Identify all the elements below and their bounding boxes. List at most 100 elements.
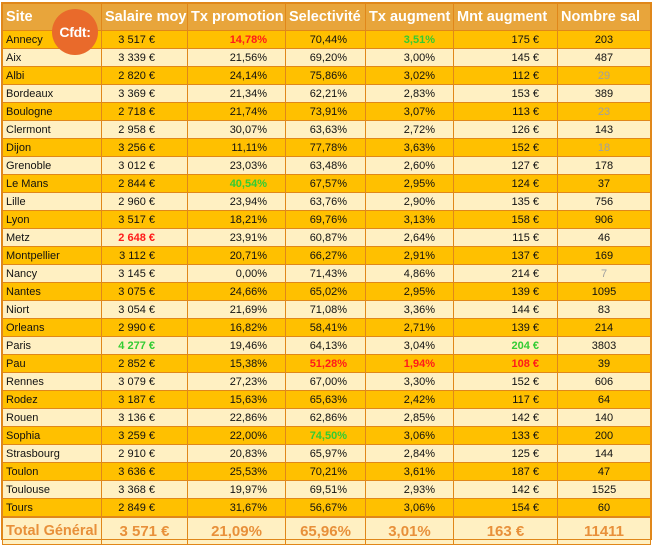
cell-salaire-moy: 3 517 € — [101, 210, 188, 229]
cell-mnt-augment: 125 € — [453, 444, 558, 463]
cell-salaire-moy: 3 339 € — [101, 48, 188, 67]
cell-tx-promotion: 11,11% — [187, 138, 286, 157]
cell-nombre-sal: 29 — [557, 66, 651, 85]
cell-salaire-moy: 3 259 € — [101, 426, 188, 445]
cell-selectivite: 69,51% — [285, 480, 366, 499]
cell-mnt-augment: 145 € — [453, 48, 558, 67]
cell-salaire-moy: 2 958 € — [101, 120, 188, 139]
cell-salaire-moy: 3 187 € — [101, 390, 188, 409]
table-row: Paris 4 277 €19,46% 64,13% 3,04% 204 €3803 — [2, 336, 651, 355]
cell-site: Dijon — [2, 138, 102, 157]
cell-mnt-augment: 135 € — [453, 192, 558, 211]
table-row: Orleans 2 990 €16,82% 58,41% 2,71% 139 €214 — [2, 318, 651, 337]
cell-site: Niort — [2, 300, 102, 319]
table-row: Sophia 3 259 €22,00% 74,50% 3,06% 133 €200 — [2, 426, 651, 445]
cell-site: Orleans — [2, 318, 102, 337]
cell-nombre-sal: 47 — [557, 462, 651, 481]
cell-selectivite: 67,57% — [285, 174, 366, 193]
table-row: Toulouse 3 368 €19,97% 69,51% 2,93% 142 €152… — [2, 480, 651, 499]
cell-tx-promotion: 23,94% — [187, 192, 286, 211]
cell-salaire-moy: 2 849 € — [101, 498, 188, 518]
cell-selectivite: 62,86% — [285, 408, 366, 427]
cell-salaire-moy: 2 820 € — [101, 66, 188, 85]
cell-salaire-moy: 3 256 € — [101, 138, 188, 157]
header-row: Site Salaire moy Tx promotion Selectivité Tx… — [2, 3, 651, 31]
cell-tx-augment: 3,13% — [365, 210, 454, 229]
cell-tx-promotion: 30,07% — [187, 120, 286, 139]
cell-mnt-augment: 175 € — [453, 30, 558, 49]
cell-tx-promotion: 19,97% — [187, 480, 286, 499]
cell-salaire-moy: 3 112 € — [101, 246, 188, 265]
cell-selectivite: 70,21% — [285, 462, 366, 481]
table-row: Toulon 3 636 €25,53% 70,21% 3,61% 187 €47 — [2, 462, 651, 481]
cell-site: Grenoble — [2, 156, 102, 175]
cell-nombre-sal: 7 — [557, 264, 651, 283]
cell-salaire-moy: 3 636 € — [101, 462, 188, 481]
cell-salaire-moy: 4 277 € — [101, 336, 188, 355]
header-tx-promotion: Tx promotion — [187, 3, 286, 31]
table-row: Rouen 3 136 €22,86% 62,86% 2,85% 142 €140 — [2, 408, 651, 427]
cell-selectivite: 60,87% — [285, 228, 366, 247]
table-row: Nantes 3 075 €24,66% 65,02% 2,95% 139 €1095 — [2, 282, 651, 301]
cell-tx-augment: 3,02% — [365, 66, 454, 85]
cell-site: Strasbourg — [2, 444, 102, 463]
cell-tx-promotion: 21,74% — [187, 102, 286, 121]
cell-salaire-moy: 2 990 € — [101, 318, 188, 337]
cell-salaire-moy: 2 844 € — [101, 174, 188, 193]
cell-tx-promotion: 16,82% — [187, 318, 286, 337]
cell-tx-augment: 3,63% — [365, 138, 454, 157]
cell-tx-augment: 3,04% — [365, 336, 454, 355]
cell-tx-promotion: 21,34% — [187, 84, 286, 103]
cell-nombre-sal: 37 — [557, 174, 651, 193]
cell-tx-augment: 2,42% — [365, 390, 454, 409]
table-row: Aix 3 339 €21,56% 69,20% 3,00% 145 €487 — [2, 48, 651, 67]
cfdt-logo: Cfdt: — [52, 9, 98, 55]
cell-tx-promotion: 31,67% — [187, 498, 286, 518]
cell-tx-augment: 3,06% — [365, 498, 454, 518]
table-row: Pau 2 852 €15,38% 51,28% 1,94% 108 €39 — [2, 354, 651, 373]
cell-salaire-moy: 2 960 € — [101, 192, 188, 211]
cell-site: Albi — [2, 66, 102, 85]
cell-mnt-augment: 214 € — [453, 264, 558, 283]
cell-tx-augment: 2,83% — [365, 84, 454, 103]
cell-tx-augment: 3,00% — [365, 48, 454, 67]
total-mnt-augment: 163 € — [453, 516, 558, 545]
cell-mnt-augment: 108 € — [453, 354, 558, 373]
cell-mnt-augment: 126 € — [453, 120, 558, 139]
cell-tx-promotion: 40,54% — [187, 174, 286, 193]
header-tx-augment: Tx augment — [365, 3, 454, 31]
cell-mnt-augment: 187 € — [453, 462, 558, 481]
table-row: Lyon 3 517 €18,21% 69,76% 3,13% 158 €906 — [2, 210, 651, 229]
total-tx-augment: 3,01% — [365, 516, 454, 545]
cell-salaire-moy: 3 368 € — [101, 480, 188, 499]
cell-salaire-moy: 2 648 € — [101, 228, 188, 247]
cell-nombre-sal: 60 — [557, 498, 651, 518]
total-salaire: 3 571 € — [101, 516, 188, 545]
cell-site: Tours — [2, 498, 102, 518]
cell-site: Clermont — [2, 120, 102, 139]
cell-mnt-augment: 154 € — [453, 498, 558, 518]
table-row: Tours 2 849 €31,67% 56,67% 3,06% 154 €60 — [2, 498, 651, 518]
cell-mnt-augment: 152 € — [453, 138, 558, 157]
cell-site: Lille — [2, 192, 102, 211]
cell-tx-augment: 3,36% — [365, 300, 454, 319]
cell-site: Boulogne — [2, 102, 102, 121]
cell-tx-promotion: 14,78% — [187, 30, 286, 49]
cell-tx-promotion: 0,00% — [187, 264, 286, 283]
cell-tx-augment: 2,84% — [365, 444, 454, 463]
cell-nombre-sal: 23 — [557, 102, 651, 121]
cell-mnt-augment: 144 € — [453, 300, 558, 319]
cell-site: Le Mans — [2, 174, 102, 193]
cell-nombre-sal: 178 — [557, 156, 651, 175]
cell-nombre-sal: 144 — [557, 444, 651, 463]
header-mnt-augment: Mnt augment — [453, 3, 558, 31]
cell-nombre-sal: 906 — [557, 210, 651, 229]
cell-selectivite: 63,76% — [285, 192, 366, 211]
cell-nombre-sal: 3803 — [557, 336, 651, 355]
cell-site: Lyon — [2, 210, 102, 229]
cell-site: Rennes — [2, 372, 102, 391]
cell-nombre-sal: 203 — [557, 30, 651, 49]
cell-mnt-augment: 139 € — [453, 282, 558, 301]
cell-nombre-sal: 1525 — [557, 480, 651, 499]
